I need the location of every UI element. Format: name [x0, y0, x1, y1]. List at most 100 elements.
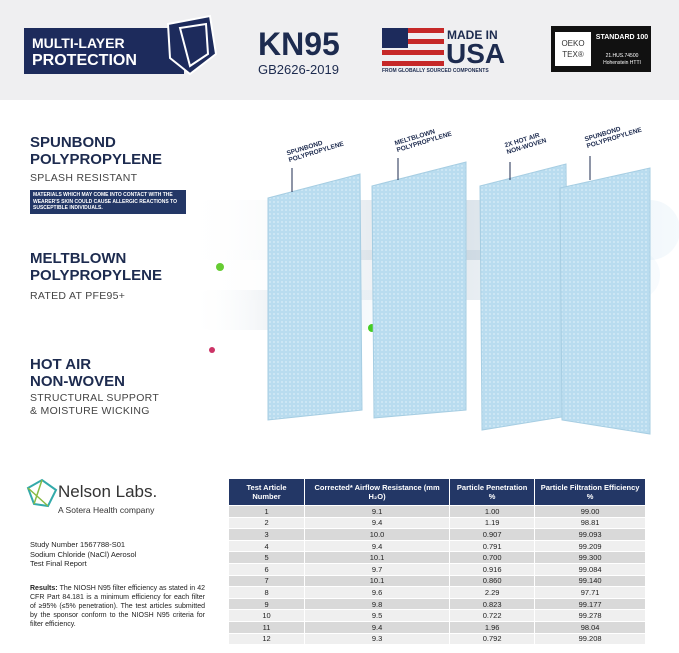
results-table: Test Article Number Corrected* Airflow Re… [227, 478, 646, 646]
oeko-number: 21.HUS.74500 [605, 53, 639, 59]
cell: 10 [227, 609, 306, 622]
cell: 98.04 [534, 620, 646, 634]
made-note: FROM GLOBALLY SOURCED COMPONENTS [382, 68, 489, 74]
line: HOT AIR [30, 356, 92, 373]
cell: 5 [227, 551, 306, 564]
cell: 9.4 [304, 516, 451, 530]
oeko-badge: OEKO TEX® STANDARD 100 21.HUS.74500 Hohen… [551, 26, 651, 72]
badge: MULTI-LAYER PROTECTION [24, 28, 184, 74]
cell: 99.093 [534, 528, 646, 541]
us-flag [382, 28, 444, 66]
table-row: 12 9.3 0.792 99.208 [227, 632, 646, 646]
table-row: 9 9.8 0.823 99.177 [227, 597, 646, 611]
badge-line: PROTECTION [32, 52, 137, 69]
layer-title: MELTBLOWN POLYPROPYLENE [30, 250, 162, 284]
cell: 9 [227, 597, 306, 611]
oeko-logo: OEKO TEX® [555, 32, 591, 66]
column-header: Corrected* Airflow Resistance (mm H₂O) [304, 478, 451, 506]
oeko-text: OEKO [561, 39, 585, 48]
header-row: Test Article Number Corrected* Airflow Re… [227, 478, 646, 506]
line: Test Final Report [30, 559, 87, 568]
cell: 4 [227, 539, 306, 553]
cell: 2.29 [449, 586, 536, 599]
results: Results: The NIOSH N95 filter efficiency… [30, 584, 205, 629]
panels [267, 161, 651, 435]
cell: 9.1 [304, 505, 451, 518]
cell: 8 [227, 586, 306, 599]
kn95: KN95 [258, 26, 340, 62]
lab-tagline: A Sotera Health company [58, 505, 155, 515]
cell: 9.4 [304, 539, 451, 553]
made-in: MADE IN [447, 28, 498, 42]
kn95-code: GB2626-2019 [258, 62, 339, 77]
line: POLYPROPYLENE [30, 267, 162, 284]
cell: 6 [227, 562, 306, 576]
line: POLYPROPYLENE [30, 151, 162, 168]
line: Study Number 1567788-S01 [30, 540, 126, 549]
line: STRUCTURAL SUPPORT [30, 392, 160, 404]
cell: 0.907 [449, 528, 536, 541]
cell: 99.209 [534, 539, 646, 553]
table-row: 8 9.6 2.29 97.71 [227, 586, 646, 599]
lab-logo [26, 478, 58, 508]
table-row: 7 10.1 0.860 99.140 [227, 574, 646, 588]
cell: 11 [227, 620, 306, 634]
cell: 99.300 [534, 551, 646, 564]
cell: 9.3 [304, 632, 451, 646]
table-row: 2 9.4 1.19 98.81 [227, 516, 646, 530]
cell: 0.792 [449, 632, 536, 646]
illustration [180, 156, 679, 435]
cell: 10.1 [304, 574, 451, 588]
cell: 1.19 [449, 516, 536, 530]
cell: 1.00 [449, 505, 536, 518]
oeko-institute: Hohenstein HTTI [603, 60, 641, 66]
results-text: The NIOSH N95 filter efficiency as state… [30, 585, 205, 628]
cell: 9.5 [304, 609, 451, 622]
study: Study Number 1567788-S01 Sodium Chloride … [30, 540, 136, 569]
cell: 1 [227, 505, 306, 518]
table-row: 3 10.0 0.907 99.093 [227, 528, 646, 541]
lab-name: Nelson Labs. [58, 482, 158, 501]
cell: 1.96 [449, 620, 536, 634]
usa: USA [446, 38, 506, 69]
layer-subtitle: SPLASH RESISTANT [30, 172, 138, 184]
oeko-standard: STANDARD 100 [595, 34, 649, 41]
oeko-text: TEX® [562, 50, 584, 59]
cell: 0.823 [449, 597, 536, 611]
layer-subtitle: STRUCTURAL SUPPORT & MOISTURE WICKING [30, 392, 159, 418]
cell: 7 [227, 574, 306, 588]
cell: 0.700 [449, 551, 536, 564]
column-header: Particle Filtration Efficiency % [534, 478, 646, 506]
layer-subtitle: RATED AT PFE95+ [30, 290, 126, 302]
cell: 99.278 [534, 609, 646, 622]
cell: 0.722 [449, 609, 536, 622]
cell: 12 [227, 632, 306, 646]
cell: 97.71 [534, 586, 646, 599]
line: SPUNBOND [30, 134, 116, 151]
cell: 9.4 [304, 620, 451, 634]
particle [209, 347, 215, 353]
particle [216, 263, 224, 271]
line: MELTBLOWN [30, 250, 127, 267]
column-header: Test Article Number [227, 478, 306, 506]
shield-icon [166, 14, 218, 76]
cell: 0.791 [449, 539, 536, 553]
cell: 9.8 [304, 597, 451, 611]
cell: 10.0 [304, 528, 451, 541]
layer-title: SPUNBOND POLYPROPYLENE [30, 134, 162, 168]
cell: 0.860 [449, 574, 536, 588]
results-label: Results: [30, 585, 58, 592]
layer-title: HOT AIR NON-WOVEN [30, 356, 125, 390]
table-row: 4 9.4 0.791 99.209 [227, 539, 646, 553]
table-row: 6 9.7 0.916 99.084 [227, 562, 646, 576]
line: & MOISTURE WICKING [30, 405, 150, 417]
cell: 9.7 [304, 562, 451, 576]
cell: 2 [227, 516, 306, 530]
badge-line: MULTI-LAYER [32, 35, 125, 51]
cell: 99.177 [534, 597, 646, 611]
cell: 99.140 [534, 574, 646, 588]
cell: 99.084 [534, 562, 646, 576]
cell: 98.81 [534, 516, 646, 530]
column-header: Particle Penetration % [449, 478, 536, 506]
